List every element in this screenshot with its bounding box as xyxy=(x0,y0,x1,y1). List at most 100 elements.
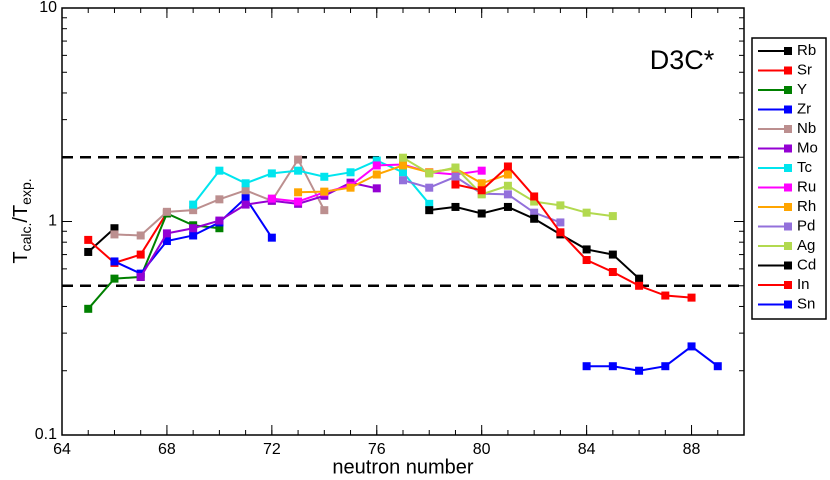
series-line xyxy=(586,345,719,372)
data-point xyxy=(635,281,644,290)
data-point xyxy=(110,274,119,283)
data-point xyxy=(451,180,460,189)
y-label-part: /T xyxy=(10,205,32,223)
data-point xyxy=(372,156,381,165)
y-tick-label: 10 xyxy=(39,0,57,16)
data-point xyxy=(84,235,93,244)
data-point xyxy=(346,168,355,177)
data-point xyxy=(530,208,539,217)
legend-label: Mo xyxy=(797,139,818,156)
data-point xyxy=(110,257,119,266)
data-point xyxy=(189,224,198,233)
data-point xyxy=(530,214,539,223)
data-point xyxy=(267,233,276,242)
legend-label: Rh xyxy=(797,198,816,215)
data-point xyxy=(84,247,93,256)
data-point xyxy=(162,237,171,246)
data-point xyxy=(399,161,407,170)
data-point xyxy=(136,272,145,281)
series-line xyxy=(87,227,116,253)
data-point xyxy=(241,193,250,202)
data-point xyxy=(451,163,460,172)
legend-label: Y xyxy=(797,81,807,98)
y-label-part: T xyxy=(10,251,32,263)
data-point xyxy=(477,186,486,195)
series-line xyxy=(455,165,692,299)
data-point xyxy=(162,207,171,216)
data-point xyxy=(215,166,224,175)
legend-label: Zr xyxy=(797,100,811,117)
data-point xyxy=(399,168,407,177)
x-tick-label: 84 xyxy=(578,441,596,458)
legend-label: Rb xyxy=(797,42,816,59)
x-tick-label: 64 xyxy=(53,441,71,458)
x-tick-label: 80 xyxy=(473,441,491,458)
legend-marker xyxy=(784,242,792,250)
legend-label: Ag xyxy=(797,237,815,254)
data-point xyxy=(635,274,644,283)
legend-label: Pd xyxy=(797,217,815,234)
data-point xyxy=(687,342,696,351)
data-point xyxy=(582,256,591,265)
legend-label: Sr xyxy=(797,61,812,78)
data-point xyxy=(451,202,460,211)
data-point xyxy=(136,231,145,240)
data-point xyxy=(215,216,224,225)
data-point xyxy=(241,200,250,209)
data-point xyxy=(425,199,434,208)
data-point xyxy=(189,206,198,215)
legend-label: Sn xyxy=(797,295,815,312)
x-tick-label: 76 xyxy=(368,441,386,458)
data-point xyxy=(110,224,119,233)
data-point xyxy=(267,169,276,178)
data-point xyxy=(399,176,407,185)
data-point xyxy=(635,366,644,375)
legend-marker xyxy=(784,86,792,94)
data-point xyxy=(530,197,539,206)
legend-label: Nb xyxy=(797,120,816,137)
legend-label: Tc xyxy=(797,159,813,176)
data-point xyxy=(189,231,198,240)
data-point xyxy=(215,195,224,204)
data-point xyxy=(608,250,617,259)
data-point xyxy=(320,172,329,181)
legend-box xyxy=(751,37,827,320)
data-point xyxy=(556,218,565,227)
data-point xyxy=(241,186,250,195)
annotation: D3C* xyxy=(650,45,715,75)
data-point xyxy=(687,293,696,302)
data-point xyxy=(294,197,303,206)
data-point xyxy=(608,268,617,277)
data-point xyxy=(556,201,565,210)
data-point xyxy=(110,230,119,239)
data-point xyxy=(399,153,407,162)
data-point xyxy=(294,155,303,164)
data-point xyxy=(162,229,171,238)
series-line xyxy=(139,181,377,278)
data-point xyxy=(608,362,617,371)
data-point xyxy=(372,170,381,179)
legend-label: Ru xyxy=(797,178,816,195)
data-point xyxy=(556,228,565,237)
y-axis-label: Tcalc./Texp. xyxy=(10,178,33,263)
data-point xyxy=(503,190,512,199)
data-point xyxy=(294,166,303,175)
data-point xyxy=(372,161,381,170)
plot-frame xyxy=(61,7,745,436)
data-point xyxy=(320,187,329,196)
data-point xyxy=(425,169,434,178)
y-tick-label: 0.1 xyxy=(35,426,57,443)
legend-marker xyxy=(784,203,792,211)
data-point xyxy=(530,192,539,201)
data-point xyxy=(661,291,670,300)
legend-label: In xyxy=(797,276,810,293)
data-point xyxy=(582,362,591,371)
x-tick-label: 88 xyxy=(683,441,701,458)
data-point xyxy=(477,166,486,175)
x-axis-label: neutron number xyxy=(332,456,474,478)
legend-marker xyxy=(784,261,792,270)
data-point xyxy=(477,179,486,188)
data-point xyxy=(503,202,512,211)
data-point xyxy=(425,206,434,215)
